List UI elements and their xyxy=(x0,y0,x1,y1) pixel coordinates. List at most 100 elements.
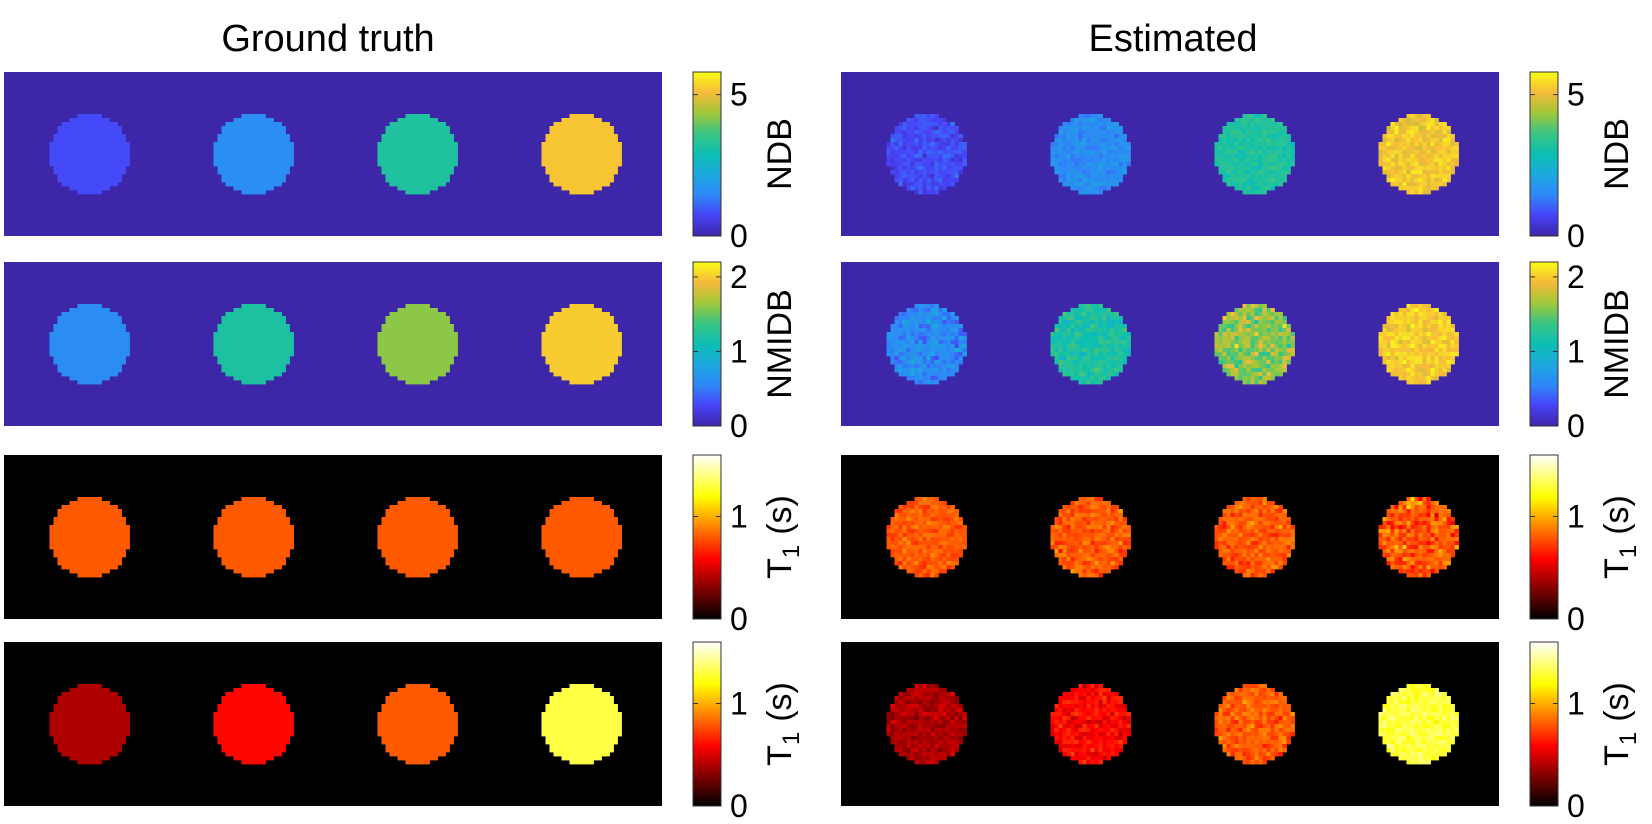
pixel xyxy=(910,352,915,357)
pixel xyxy=(445,146,450,151)
pixel xyxy=(413,118,418,123)
pixel xyxy=(1090,182,1095,187)
pixel xyxy=(1390,170,1395,175)
pixel xyxy=(1102,324,1107,329)
pixel xyxy=(1222,324,1227,329)
pixel xyxy=(898,320,903,325)
pixel xyxy=(421,126,426,131)
pixel xyxy=(1090,162,1095,167)
pixel xyxy=(1110,352,1115,357)
pixel xyxy=(217,340,222,345)
pixel xyxy=(922,122,927,127)
pixel xyxy=(1410,328,1415,333)
pixel xyxy=(1062,328,1067,333)
pixel xyxy=(401,356,406,361)
pixel xyxy=(1122,166,1127,171)
pixel xyxy=(1282,356,1287,361)
pixel xyxy=(585,356,590,361)
pixel xyxy=(1430,178,1435,183)
pixel xyxy=(1394,150,1399,155)
pixel xyxy=(942,360,947,365)
pixel xyxy=(1282,360,1287,365)
pixel xyxy=(918,170,923,175)
pixel xyxy=(1058,332,1063,337)
pixel xyxy=(1266,308,1271,313)
pixel xyxy=(1274,328,1279,333)
pixel xyxy=(57,142,62,147)
pixel xyxy=(1262,304,1267,309)
pixel xyxy=(1226,348,1231,353)
pixel xyxy=(441,344,446,349)
pixel xyxy=(101,186,106,191)
pixel xyxy=(938,376,943,381)
pixel xyxy=(902,138,907,143)
pixel xyxy=(1118,178,1123,183)
pixel xyxy=(385,126,390,131)
pixel xyxy=(445,158,450,163)
pixel xyxy=(425,352,430,357)
pixel xyxy=(1258,328,1263,333)
pixel xyxy=(85,360,90,365)
pixel xyxy=(105,182,110,187)
pixel xyxy=(269,348,274,353)
pixel xyxy=(437,178,442,183)
pixel xyxy=(1074,356,1079,361)
pixel xyxy=(1106,126,1111,131)
pixel xyxy=(1246,114,1251,119)
pixel xyxy=(1426,126,1431,131)
pixel xyxy=(1258,178,1263,183)
pixel xyxy=(613,340,618,345)
pixel xyxy=(1102,328,1107,333)
pixel xyxy=(585,182,590,187)
pixel xyxy=(1426,336,1431,341)
pixel xyxy=(225,316,230,321)
pixel xyxy=(1238,170,1243,175)
pixel xyxy=(69,146,74,151)
pixel xyxy=(1438,138,1443,143)
pixel xyxy=(597,332,602,337)
pixel xyxy=(890,146,895,151)
pixel xyxy=(1094,320,1099,325)
pixel xyxy=(1262,328,1267,333)
pixel xyxy=(581,332,586,337)
pixel xyxy=(69,166,74,171)
pixel xyxy=(946,166,951,171)
pixel xyxy=(113,368,118,373)
pixel xyxy=(417,150,422,155)
pixel xyxy=(1254,126,1259,131)
pixel xyxy=(117,320,122,325)
pixel xyxy=(97,368,102,373)
pixel xyxy=(569,336,574,341)
pixel xyxy=(425,312,430,317)
pixel xyxy=(113,356,118,361)
pixel xyxy=(918,380,923,385)
pixel xyxy=(1410,344,1415,349)
pixel xyxy=(393,166,398,171)
pixel xyxy=(569,348,574,353)
pixel xyxy=(449,138,454,143)
pixel xyxy=(1122,328,1127,333)
pixel xyxy=(1390,146,1395,151)
pixel xyxy=(449,352,454,357)
pixel xyxy=(73,372,78,377)
pixel xyxy=(1402,126,1407,131)
pixel xyxy=(1454,162,1459,167)
pixel xyxy=(245,134,250,139)
pixel xyxy=(1114,170,1119,175)
pixel xyxy=(281,340,286,345)
pixel xyxy=(1262,324,1267,329)
pixel xyxy=(569,114,574,119)
pixel xyxy=(569,316,574,321)
pixel xyxy=(1230,150,1235,155)
pixel xyxy=(1114,174,1119,179)
pixel xyxy=(1422,182,1427,187)
colorbar-label-main: NDB xyxy=(1598,118,1636,190)
pixel xyxy=(1226,332,1231,337)
pixel xyxy=(1418,146,1423,151)
pixel xyxy=(1406,138,1411,143)
pixel xyxy=(433,316,438,321)
pixel xyxy=(934,134,939,139)
pixel xyxy=(1070,150,1075,155)
pixel xyxy=(557,360,562,365)
pixel xyxy=(381,336,386,341)
